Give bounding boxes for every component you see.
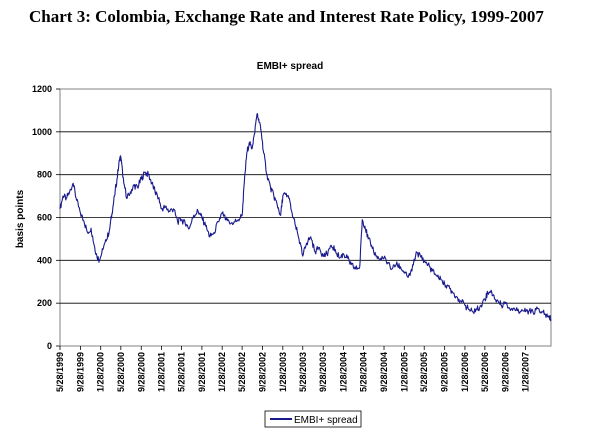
- legend-box: [264, 410, 362, 428]
- y-axis-label: basis points: [15, 189, 26, 248]
- legend-label: EMBI+ spread: [294, 415, 358, 426]
- x-tick-label: 5/28/2005: [419, 352, 429, 392]
- x-tick-label: 1/28/2005: [399, 352, 409, 392]
- x-axis: 5/28/1999 9/28/1999 1/28/2000 5/28/2000 9/28…: [55, 346, 531, 392]
- x-tick-label: 5/28/2002: [237, 352, 247, 392]
- y-tick-label: 200: [37, 298, 52, 308]
- y-tick-label: 400: [37, 255, 52, 265]
- y-tick-label: 0: [47, 341, 52, 351]
- x-tick-label: 5/28/2006: [480, 352, 490, 392]
- x-tick-label: 9/28/2004: [379, 352, 389, 392]
- x-tick-label: 1/28/2006: [460, 352, 470, 392]
- x-tick-label: 9/28/1999: [75, 352, 85, 392]
- x-tick-label: 1/28/2003: [278, 352, 288, 392]
- x-tick-label: 5/28/1999: [55, 352, 65, 392]
- y-tick-label: 1200: [32, 84, 52, 94]
- y-axis: 0 200 400 600 800 1000 1200: [32, 84, 60, 351]
- series-line-embi: [59, 113, 552, 322]
- x-tick-label: 5/28/2000: [116, 352, 126, 392]
- x-tick-label: 5/28/2001: [176, 352, 186, 392]
- x-tick-label: 5/28/2004: [359, 352, 369, 392]
- x-tick-label: 9/28/2002: [258, 352, 268, 392]
- x-tick-label: 9/28/2000: [136, 352, 146, 392]
- y-tick-label: 1000: [32, 127, 52, 137]
- x-tick-label: 1/28/2002: [217, 352, 227, 392]
- x-tick-label: 9/28/2001: [197, 352, 207, 392]
- chart-title: EMBI+ spread: [257, 61, 323, 72]
- x-tick-label: 9/28/2003: [318, 352, 328, 392]
- x-tick-label: 9/28/2006: [500, 352, 510, 392]
- x-tick-label: 1/28/2001: [157, 352, 167, 392]
- x-tick-label: 1/28/2004: [338, 352, 348, 392]
- x-tick-label: 9/28/2005: [440, 352, 450, 392]
- x-tick-label: 1/28/2000: [96, 352, 106, 392]
- legend: EMBI+ spread: [264, 410, 362, 428]
- page-title: Chart 3: Colombia, Exchange Rate and Int…: [29, 7, 544, 26]
- gridlines: [60, 131, 551, 304]
- y-tick-label: 600: [37, 213, 52, 223]
- x-tick-label: 1/28/2007: [521, 352, 531, 392]
- series-lines: [59, 113, 552, 322]
- y-tick-label: 800: [37, 170, 52, 180]
- x-tick-label: 5/28/2003: [298, 352, 308, 392]
